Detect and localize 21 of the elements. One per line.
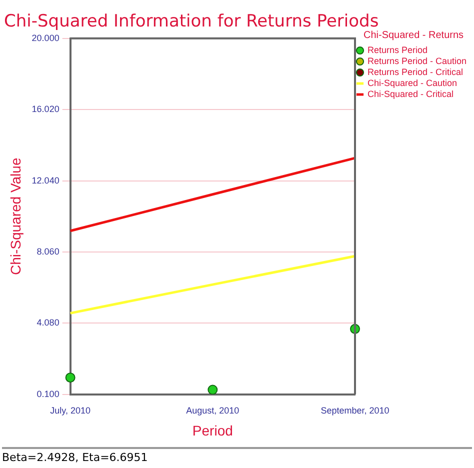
y-axis-title: Chi-Squared Value <box>7 158 24 276</box>
text: Beta=2.4928, Eta=6.6951 <box>2 447 472 464</box>
x-tick-label: August, 2010 <box>186 405 240 416</box>
y-tick-label: 12.040 <box>32 175 60 186</box>
legend-label: Returns Period - Caution <box>368 56 467 66</box>
x-tick-label: July, 2010 <box>50 405 91 416</box>
y-tick-label: 4.080 <box>36 318 60 328</box>
legend-label: Returns Period <box>368 44 428 55</box>
y-tick-label: 0.100 <box>36 388 60 399</box>
legend-label: Chi-Squared - Caution <box>368 78 458 88</box>
point <box>208 384 218 394</box>
legend-title: Chi-Squared - Returns <box>363 30 464 41</box>
chart-title: Chi-Squared Information for Returns Periods <box>4 12 379 32</box>
y-tick-label: 8.060 <box>36 246 60 256</box>
point <box>65 372 76 383</box>
x-tick-label: September, 2010 <box>320 405 390 416</box>
x-axis-title: Period <box>192 422 233 438</box>
legend-label: Chi-Squared - Critical <box>368 88 454 99</box>
y-tick-label: 20.000 <box>32 32 60 43</box>
y-tick-label: 16.020 <box>32 104 60 114</box>
legend-label: Returns Period - Critical <box>368 66 464 77</box>
